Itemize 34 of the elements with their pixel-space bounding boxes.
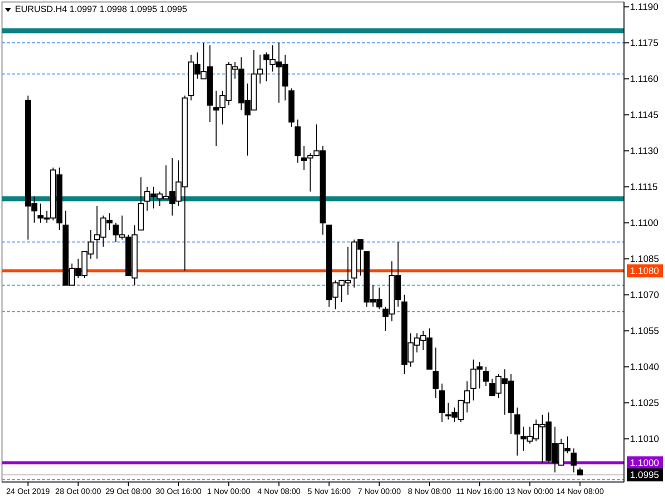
candlestick: [482, 366, 489, 386]
x-tick-label: 24 Oct 2019: [6, 487, 50, 496]
y-tick-label: 1.1115: [630, 182, 658, 193]
x-tick-label: 29 Oct 08:00: [105, 487, 152, 496]
ref-line-label: 1.0995: [630, 470, 660, 481]
x-tick-label: 14 Nov 08:00: [556, 487, 604, 496]
y-tick-label: 1.1040: [630, 362, 660, 373]
y-tick-label: 1.1130: [630, 146, 658, 157]
candlestick: [570, 448, 577, 473]
x-tick-label: 7 Nov 00:00: [358, 487, 402, 496]
candlestick: [439, 383, 445, 422]
ref-line-label: 1.1080: [630, 266, 660, 277]
y-tick-label: 1.1100: [630, 218, 658, 229]
x-tick-label: 13 Nov 00:00: [506, 487, 554, 496]
y-tick-label: 1.1055: [630, 326, 660, 337]
x-tick-label: 5 Nov 16:00: [308, 487, 352, 496]
x-tick-label: 1 Nov 00:00: [207, 487, 251, 496]
y-tick-label: 1.1145: [630, 110, 658, 121]
candlestick: [432, 347, 439, 398]
y-tick-label: 1.1175: [630, 38, 658, 49]
x-tick-label: 8 Nov 08:00: [408, 487, 452, 496]
y-tick-label: 1.1010: [630, 434, 660, 445]
y-tick-label: 1.1190: [630, 2, 658, 13]
y-tick-label: 1.1025: [630, 398, 660, 409]
x-tick-label: 4 Nov 08:00: [257, 487, 302, 496]
x-tick-label: 11 Nov 16:00: [456, 487, 504, 496]
x-tick-label: 28 Oct 00:00: [55, 487, 102, 496]
ref-line-label: 1.1000: [630, 458, 660, 469]
y-tick-label: 1.1070: [630, 290, 660, 301]
y-tick-label: 1.1085: [630, 254, 660, 265]
y-tick-label: 1.1160: [630, 74, 658, 85]
candlestick: [514, 407, 520, 456]
chart-title: EURUSD.H4 1.0997 1.0998 1.0995 1.0995: [15, 4, 188, 14]
x-tick-label: 30 Oct 16:00: [156, 487, 202, 496]
